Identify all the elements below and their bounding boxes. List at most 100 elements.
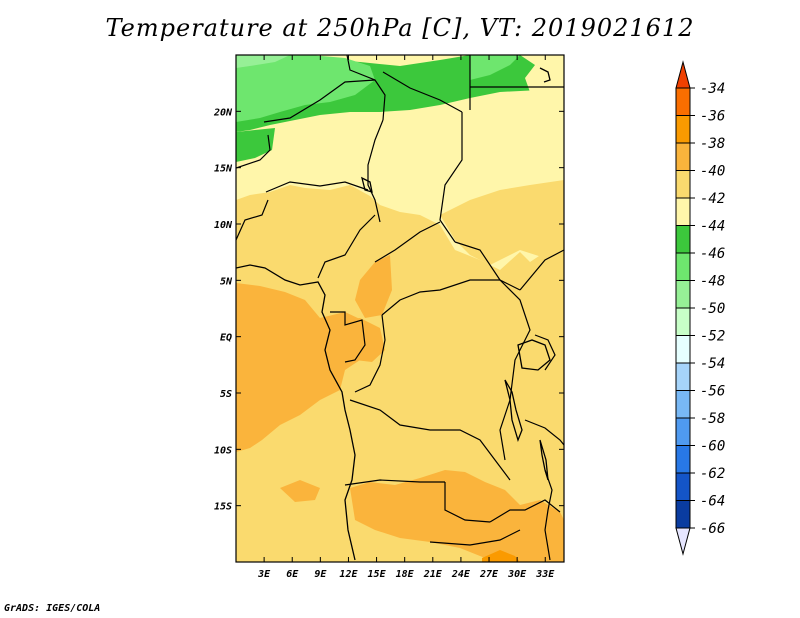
colorbar-swatch: [675, 417, 691, 446]
colorbar-swatch: [675, 362, 691, 391]
border-drc-east: [499, 279, 531, 461]
coastline: [236, 67, 551, 561]
colorbar-top-arrow: [675, 60, 691, 89]
coastline-lake-chad: [361, 176, 373, 193]
colorbar: -34 -36 -38 -40 -42 -44 -46 -48 -50 -52 -54 -56 -58 -…: [675, 60, 725, 556]
lat-tick-label: EQ: [220, 333, 232, 344]
lon-tick-label: 9E: [314, 569, 327, 580]
border-uganda-kenya: [534, 334, 556, 371]
field-green-west: [236, 128, 275, 162]
latitude-axis: 20N 15N 10N 5N EQ 5S 10S 15S: [213, 107, 564, 513]
border-malawi: [544, 469, 553, 561]
border-niger-nigeria: [265, 181, 369, 193]
border-niger-chad: [367, 119, 384, 223]
colorbar-swatch: [675, 445, 691, 474]
coastline-red-sea: [539, 67, 551, 83]
grads-credit: GrADS: IGES/COLA: [4, 603, 101, 614]
colorbar-label: -66: [700, 521, 725, 537]
border-algeria-niger: [263, 79, 376, 123]
colorbar-bottom-arrow: [675, 527, 691, 556]
colorbar-swatch: [675, 225, 691, 254]
colorbar-swatch: [675, 280, 691, 309]
colorbar-label: -44: [700, 219, 725, 235]
lat-tick-label: 5N: [220, 276, 233, 287]
border-zambia-south: [489, 499, 561, 523]
colorbar-label: -52: [700, 329, 725, 345]
colorbar-swatch: [675, 390, 691, 419]
lon-tick-label: 6E: [286, 569, 299, 580]
lon-tick-label: 18E: [396, 569, 415, 580]
lon-tick-label: 15E: [368, 569, 387, 580]
lat-tick-label: 10N: [214, 220, 233, 231]
map-frame: [235, 54, 565, 563]
colorbar-swatch: [675, 252, 691, 281]
lat-tick-label: 20N: [213, 107, 233, 118]
border-congo-drc: [354, 314, 386, 393]
colorbar-label: -56: [700, 384, 725, 400]
coastline-lake-malawi: [539, 439, 549, 481]
lon-tick-label: 30E: [507, 569, 527, 580]
border-botswana: [429, 529, 521, 546]
border-mali-niger: [236, 134, 271, 169]
lon-tick-label: 21E: [423, 569, 443, 580]
longitude-axis: 3E 6E 9E 12E 15E 18E 21E 24E 27E 30E 33E: [257, 55, 555, 580]
lat-tick-label: 5S: [220, 389, 232, 400]
temperature-field: [236, 55, 564, 562]
field-light-yellow-sahel: [236, 198, 385, 278]
field-orange-cameroon: [355, 255, 392, 318]
lon-tick-label: 33E: [535, 569, 555, 580]
field-light-green-ne: [470, 55, 520, 80]
colorbar-swatch: [675, 142, 691, 171]
lon-tick-label: 3E: [257, 569, 271, 580]
lon-tick-label: 27E: [479, 569, 499, 580]
field-orange-congo: [340, 318, 385, 362]
lon-tick-label: 12E: [339, 569, 358, 580]
field-orange-southwest: [280, 480, 320, 502]
border-drc-angola: [349, 399, 511, 481]
border-sudan-southsudan: [454, 241, 521, 291]
field-light-green-north: [236, 55, 375, 122]
colorbar-swatch: [675, 472, 691, 501]
colorbar-label: -36: [700, 109, 725, 125]
border-congo-gabon: [330, 311, 366, 363]
field-light-yellow-east: [440, 180, 564, 265]
lat-tick-label: 10S: [214, 445, 232, 456]
lat-tick-label: 15S: [214, 502, 232, 513]
coastline-lake-tanganyika: [504, 379, 523, 442]
colorbar-label: -48: [700, 274, 725, 290]
border-tanzania: [524, 419, 564, 446]
border-cameroon-car: [374, 221, 441, 263]
coastline-west-africa: [236, 264, 356, 561]
colorbar-swatch: [675, 197, 691, 226]
border-burkina-benin: [236, 199, 269, 241]
border-ethiopia: [519, 249, 564, 291]
colorbar-label: -60: [700, 439, 725, 455]
border-chad-sudan: [439, 112, 463, 243]
border-nigeria-cameroon: [317, 214, 376, 279]
colorbar-label: -62: [700, 466, 725, 482]
border-angola-zambia: [444, 482, 491, 523]
border-car-drc: [381, 279, 500, 316]
colorbar-label: -50: [700, 301, 725, 317]
colorbar-label: -34: [700, 81, 725, 97]
colorbar-label: -46: [700, 246, 725, 262]
field-orange-atlantic: [236, 283, 372, 452]
colorbar-swatch: [675, 500, 691, 529]
colorbar-swatch: [675, 307, 691, 336]
field-deep-orange: [482, 550, 520, 562]
map-title: Temperature at 250hPa [C], VT: 201902161…: [105, 14, 695, 42]
border-angola-namibia: [344, 479, 445, 486]
colorbar-label: -58: [700, 411, 725, 427]
colorbar-label: -42: [700, 191, 725, 207]
colorbar-swatch: [675, 335, 691, 364]
colorbar-swatch: [675, 170, 691, 199]
colorbar-label: -38: [700, 136, 725, 152]
colorbar-label: -64: [700, 494, 725, 510]
coastline-lake-victoria: [517, 339, 551, 371]
colorbar-swatch: [675, 87, 691, 116]
colorbar-label: -40: [700, 164, 725, 180]
colorbar-swatch: [675, 115, 691, 144]
lat-tick-label: 15N: [214, 164, 233, 175]
field-pale-green-corner: [236, 55, 290, 68]
